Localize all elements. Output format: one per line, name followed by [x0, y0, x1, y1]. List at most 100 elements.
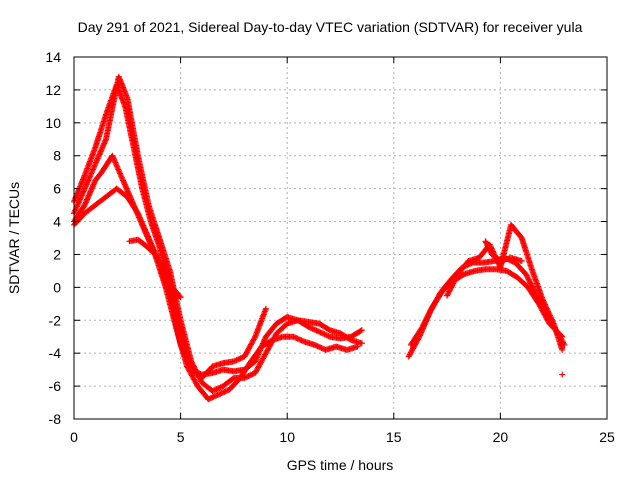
- data-point: [246, 372, 253, 379]
- data-point: [543, 304, 550, 311]
- data-point: [482, 238, 489, 245]
- data-point: [425, 312, 432, 319]
- data-point: [485, 243, 492, 250]
- data-point: [209, 394, 216, 401]
- data-point: [358, 327, 365, 334]
- y-axis-label: SDTVAR / TECUs: [6, 182, 22, 294]
- data-point: [545, 309, 552, 316]
- data-point: [547, 313, 554, 320]
- data-point: [310, 326, 317, 333]
- data-point: [424, 313, 431, 320]
- y-tick-label: -6: [49, 378, 62, 394]
- series-track-7: [407, 266, 566, 348]
- data-point: [527, 280, 534, 287]
- data-point: [444, 291, 451, 298]
- data-point: [452, 275, 459, 282]
- data-point: [230, 358, 237, 365]
- data-point: [251, 335, 258, 342]
- data-point: [426, 309, 433, 316]
- data-point: [214, 391, 221, 398]
- data-point: [196, 370, 203, 377]
- data-point: [484, 242, 491, 249]
- data-point: [447, 285, 454, 292]
- data-point: [453, 273, 460, 280]
- y-tick-label: 2: [53, 246, 61, 262]
- data-point: [218, 390, 225, 397]
- data-point: [540, 298, 547, 305]
- data-point: [541, 301, 548, 308]
- data-point: [419, 324, 426, 331]
- data-point: [559, 333, 566, 340]
- data-point: [236, 355, 243, 362]
- x-tick-label: 5: [177, 429, 185, 445]
- data-point: [312, 326, 319, 333]
- axis-ticks: 0 5 10 15 20 25 -8 -6 -4 -2 0 2 4 6 8 10 12 14: [45, 49, 615, 445]
- y-tick-label: 6: [53, 181, 61, 197]
- data-point: [421, 318, 428, 325]
- data-point: [425, 310, 432, 317]
- data-point: [232, 357, 239, 364]
- data-point: [210, 387, 217, 394]
- data-point: [358, 340, 365, 347]
- data-point: [418, 325, 425, 332]
- data-point: [216, 384, 223, 391]
- data-point: [524, 273, 531, 280]
- data-point: [485, 244, 492, 251]
- data-point: [293, 334, 300, 341]
- data-point: [518, 258, 525, 265]
- data-point: [212, 386, 219, 393]
- grid-lines: [74, 57, 607, 419]
- data-point: [313, 342, 320, 349]
- data-point: [314, 328, 321, 335]
- data-point: [205, 396, 212, 403]
- data-point: [306, 324, 313, 331]
- series-track-5: [126, 236, 184, 301]
- data-point: [211, 393, 218, 400]
- data-point: [221, 388, 228, 395]
- y-tick-label: 4: [53, 214, 61, 230]
- data-point: [483, 240, 490, 247]
- data-point: [297, 336, 304, 343]
- data-point: [542, 302, 549, 309]
- data-point: [541, 300, 548, 307]
- series-track-10: [559, 371, 566, 378]
- data-point: [291, 334, 298, 341]
- data-point: [234, 356, 241, 363]
- data-point: [223, 387, 230, 394]
- data-point: [248, 371, 255, 378]
- data-point: [321, 331, 328, 338]
- data-point: [486, 247, 493, 254]
- data-point: [177, 294, 184, 301]
- data-point: [420, 321, 427, 328]
- data-point: [448, 284, 455, 291]
- data-point: [299, 338, 306, 345]
- data-points: [71, 73, 568, 403]
- x-tick-label: 20: [493, 429, 509, 445]
- data-point: [318, 330, 325, 337]
- data-point: [176, 293, 183, 300]
- data-point: [423, 314, 430, 321]
- data-point: [444, 292, 451, 299]
- data-point: [320, 330, 327, 337]
- data-point: [190, 367, 197, 374]
- data-point: [318, 345, 325, 352]
- chart-title: Day 291 of 2021, Sidereal Day-to-day VTE…: [78, 19, 583, 35]
- data-point: [214, 385, 221, 392]
- data-point: [188, 366, 195, 373]
- y-tick-label: 12: [45, 82, 61, 98]
- data-point: [543, 305, 550, 312]
- data-point: [295, 336, 302, 343]
- data-point: [206, 395, 213, 402]
- data-point: [238, 354, 245, 361]
- data-point: [309, 325, 316, 332]
- data-point: [196, 375, 203, 382]
- series-track-9: [482, 238, 525, 265]
- data-point: [486, 246, 493, 253]
- data-point: [419, 322, 426, 329]
- data-point: [290, 333, 297, 340]
- data-point: [423, 316, 430, 323]
- data-point: [213, 392, 220, 399]
- data-point: [215, 391, 222, 398]
- series-track-2: [71, 73, 365, 395]
- data-point: [546, 312, 553, 319]
